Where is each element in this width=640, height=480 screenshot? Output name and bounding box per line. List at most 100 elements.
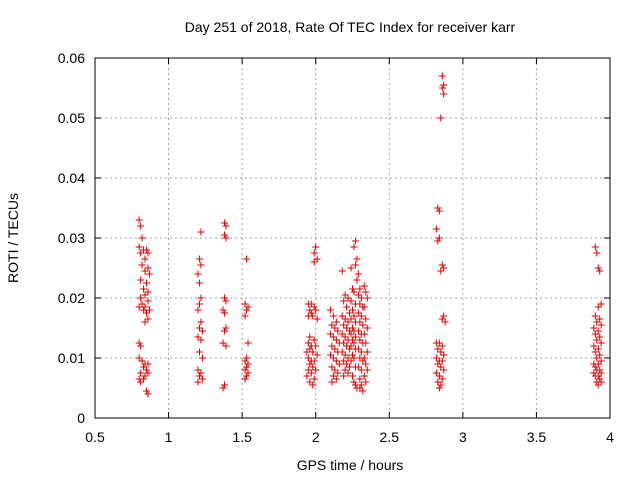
data-point bbox=[438, 315, 446, 323]
data-point bbox=[343, 324, 351, 332]
x-tick-label: 0.5 bbox=[85, 429, 105, 445]
data-point bbox=[347, 342, 355, 350]
data-point bbox=[197, 228, 205, 236]
grid-lines bbox=[95, 58, 610, 418]
data-point bbox=[356, 318, 364, 326]
data-point bbox=[437, 381, 445, 389]
data-point bbox=[343, 303, 351, 311]
data-point bbox=[335, 360, 343, 368]
data-point bbox=[222, 222, 230, 230]
data-point bbox=[356, 375, 364, 383]
data-point bbox=[438, 72, 446, 80]
data-point bbox=[438, 84, 446, 92]
data-point bbox=[140, 375, 148, 383]
data-point bbox=[434, 237, 442, 245]
data-point bbox=[351, 261, 359, 269]
data-point bbox=[195, 255, 203, 263]
data-point bbox=[591, 363, 599, 371]
data-point bbox=[435, 372, 443, 380]
data-point bbox=[356, 336, 364, 344]
data-point bbox=[347, 330, 355, 338]
data-point bbox=[332, 318, 340, 326]
data-point bbox=[243, 255, 251, 263]
data-point bbox=[441, 318, 449, 326]
data-point bbox=[350, 339, 358, 347]
data-point bbox=[437, 267, 445, 275]
y-tick-label: 0.05 bbox=[58, 110, 85, 126]
data-point bbox=[346, 363, 354, 371]
data-point bbox=[435, 207, 443, 215]
data-point bbox=[137, 249, 145, 257]
data-point bbox=[347, 357, 355, 365]
data-point bbox=[144, 264, 152, 272]
data-point bbox=[435, 234, 443, 242]
data-point bbox=[341, 291, 349, 299]
data-point bbox=[346, 309, 354, 317]
data-point bbox=[359, 357, 367, 365]
data-point bbox=[244, 369, 252, 377]
data-point bbox=[594, 264, 602, 272]
data-point bbox=[326, 330, 334, 338]
data-point bbox=[591, 243, 599, 251]
data-point bbox=[360, 354, 368, 362]
data-point bbox=[357, 381, 365, 389]
data-point bbox=[363, 348, 371, 356]
data-point bbox=[197, 261, 205, 269]
data-point bbox=[310, 249, 318, 257]
data-point bbox=[310, 303, 318, 311]
data-point bbox=[344, 294, 352, 302]
data-point bbox=[334, 327, 342, 335]
data-point bbox=[591, 312, 599, 320]
data-point bbox=[354, 270, 362, 278]
data-point bbox=[346, 345, 354, 353]
data-point bbox=[356, 384, 364, 392]
data-point bbox=[141, 291, 149, 299]
data-point bbox=[356, 300, 364, 308]
data-points bbox=[135, 72, 605, 398]
data-point bbox=[326, 351, 334, 359]
data-point bbox=[353, 255, 361, 263]
data-point bbox=[591, 330, 599, 338]
data-point bbox=[198, 354, 206, 362]
data-point bbox=[440, 90, 448, 98]
data-point bbox=[141, 267, 149, 275]
y-tick-label: 0.03 bbox=[58, 230, 85, 246]
data-point bbox=[243, 354, 251, 362]
data-point bbox=[241, 357, 249, 365]
x-tick-label: 3.5 bbox=[527, 429, 547, 445]
data-point bbox=[350, 354, 358, 362]
data-point bbox=[597, 357, 605, 365]
data-point bbox=[144, 297, 152, 305]
data-point bbox=[244, 360, 252, 368]
data-point bbox=[138, 300, 146, 308]
data-point bbox=[137, 342, 145, 350]
data-point bbox=[597, 369, 605, 377]
data-point bbox=[350, 378, 358, 386]
data-point bbox=[143, 309, 150, 317]
data-point bbox=[135, 354, 143, 362]
data-point bbox=[144, 360, 152, 368]
data-point bbox=[341, 366, 349, 374]
data-point bbox=[351, 381, 359, 389]
data-point bbox=[437, 114, 445, 122]
data-point bbox=[354, 345, 362, 353]
data-point bbox=[590, 342, 598, 350]
data-point bbox=[357, 366, 365, 374]
x-tick-label: 2.5 bbox=[380, 429, 400, 445]
y-tick-label: 0 bbox=[77, 410, 85, 426]
data-point bbox=[340, 357, 348, 365]
data-point bbox=[596, 333, 604, 341]
data-point bbox=[310, 258, 318, 266]
data-point bbox=[137, 276, 145, 284]
data-point bbox=[329, 372, 337, 380]
data-point bbox=[332, 357, 340, 365]
data-point bbox=[596, 375, 604, 383]
data-point bbox=[338, 267, 346, 275]
data-point bbox=[310, 357, 318, 365]
data-point bbox=[195, 372, 203, 380]
data-point bbox=[338, 330, 346, 338]
data-point bbox=[219, 384, 227, 392]
data-point bbox=[594, 327, 602, 335]
data-point bbox=[438, 357, 446, 365]
data-point bbox=[363, 366, 371, 374]
